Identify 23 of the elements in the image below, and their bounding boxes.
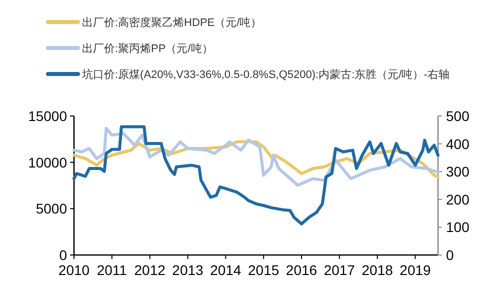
legend-label: 出厂价:高密度聚乙烯HDPE（元/吨）	[82, 16, 262, 29]
y2-tick-label: 500	[446, 108, 470, 124]
legend-label: 坑口价:原煤(A20%,V33-36%,0.5-0.8%S,Q5200):内蒙古:东胜（元/吨）-右轴	[81, 68, 450, 81]
x-tick-label: 2012	[134, 262, 166, 278]
legend-label: 出厂价:聚丙烯PP（元/吨）	[82, 42, 213, 55]
y2-tick-label: 200	[446, 191, 470, 208]
x-tick-label: 2011	[96, 262, 128, 278]
x-tick-label: 2017	[324, 262, 356, 278]
y2-tick-label: 100	[446, 219, 470, 236]
x-tick-label: 2010	[58, 262, 90, 278]
y2-tick-label: 0	[446, 247, 454, 263]
x-tick-label: 2013	[172, 262, 204, 278]
y-tick-label: 15000	[28, 108, 68, 124]
y-tick-label: 10000	[28, 154, 68, 170]
x-tick-label: 2016	[286, 262, 318, 278]
x-tick-label: 2018	[362, 262, 394, 278]
y-tick-label: 5000	[36, 200, 68, 217]
y2-tick-label: 300	[446, 164, 470, 180]
x-tick-label: 2019	[400, 262, 432, 278]
x-tick-label: 2015	[248, 262, 280, 278]
x-tick-label: 2014	[210, 262, 242, 278]
y-tick-label: 0	[59, 247, 68, 263]
y2-tick-label: 400	[446, 136, 470, 152]
